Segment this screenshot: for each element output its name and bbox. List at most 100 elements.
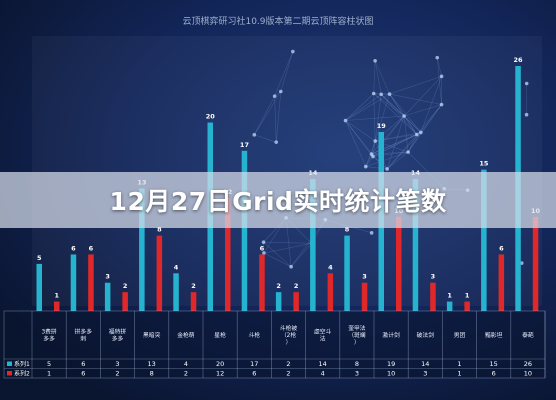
network-link [403, 115, 409, 153]
network-link [380, 94, 418, 135]
data-label-series2: 6 [260, 244, 265, 252]
network-node [262, 251, 266, 255]
network-link [416, 104, 442, 135]
network-link [374, 93, 390, 142]
table-cell-series1: 26 [524, 360, 532, 368]
network-link [403, 76, 442, 117]
network-node [343, 118, 348, 123]
network-link [389, 93, 405, 117]
category-label: 拼多多刺 [75, 327, 93, 342]
category-label: 3费拼多多 [41, 327, 56, 342]
network-link [436, 57, 442, 77]
network-node [379, 92, 384, 97]
bar-series1 [70, 254, 77, 311]
network-link [365, 153, 372, 167]
category-label: 金枪萌 [177, 331, 195, 339]
bar-series1 [310, 179, 316, 311]
network-link [372, 115, 405, 157]
bar-series1 [36, 263, 42, 311]
network-node [289, 264, 293, 269]
data-label-series2: 6 [89, 244, 94, 252]
network-link [389, 76, 442, 95]
network-link [290, 243, 312, 267]
network-node [439, 102, 444, 107]
table-cell-series1: 15 [490, 360, 498, 368]
category-label: 虚空斗法 [314, 327, 332, 342]
network-link [371, 140, 376, 155]
data-label-series1: 19 [377, 122, 387, 130]
network-link [372, 140, 376, 157]
bar-series2 [430, 282, 436, 311]
network-link [436, 57, 442, 105]
bar-series2 [464, 301, 470, 311]
table-cell-series1: 1 [457, 360, 461, 368]
network-node [385, 167, 389, 171]
network-decoration [252, 49, 529, 269]
network-node [524, 81, 529, 86]
network-link [345, 115, 405, 121]
data-label-series1: 2 [276, 282, 281, 290]
data-label-series1: 20 [206, 113, 216, 121]
network-node [369, 152, 374, 156]
network-link [373, 93, 405, 117]
legend-swatch [7, 371, 12, 376]
category-label: 黯影坦 [485, 331, 503, 339]
network-link [381, 94, 422, 133]
table-cell-series2: 6 [81, 370, 85, 378]
network-node [274, 140, 279, 144]
bar-series2 [293, 292, 299, 311]
table-cell-series2: 3 [355, 370, 359, 378]
network-link [407, 104, 442, 153]
network-link [345, 120, 376, 142]
network-link [254, 91, 282, 135]
data-label-series2: 2 [294, 282, 299, 290]
category-label: 奎甲法（斑斓） [348, 324, 366, 346]
network-node [369, 231, 374, 235]
bar-series1 [275, 292, 282, 311]
data-label-series2: 8 [157, 226, 162, 234]
network-link [403, 115, 422, 133]
table-cell-series2: 4 [321, 370, 325, 378]
network-link [345, 93, 390, 121]
bar-series2 [88, 254, 94, 311]
bar-series1 [412, 179, 419, 311]
bar-series2 [54, 301, 60, 311]
data-label-series1: 17 [240, 141, 249, 149]
category-label: 斗枪被（2枪） [280, 324, 298, 346]
table-cell-series2: 10 [387, 370, 395, 378]
table-cell-series1: 6 [81, 360, 85, 368]
network-link [263, 241, 292, 267]
network-link [280, 51, 294, 92]
table-cell-series1: 19 [387, 360, 395, 368]
table-cell-series1: 5 [47, 360, 51, 368]
bar-series2 [259, 254, 265, 311]
network-node [406, 150, 410, 154]
network-node [524, 112, 529, 117]
network-node [279, 89, 283, 94]
data-table: 3费拼多多51拼多多刺66福特拼多多32黑暗突138金枪萌42星枪2012斗枪1… [3, 310, 546, 379]
network-link [407, 134, 418, 153]
data-label-series1: 3 [105, 273, 110, 281]
network-link [389, 93, 422, 133]
bar-series2 [156, 235, 163, 311]
table-frame [3, 310, 546, 379]
network-link [404, 104, 442, 117]
headline-text: 12月27日Grid实时统计笔数 [109, 187, 447, 216]
category-label: 激计剑 [382, 331, 400, 339]
table-cell-series2: 12 [216, 370, 224, 378]
data-label-series1: 5 [37, 254, 42, 262]
bar-series1 [139, 188, 145, 311]
network-link [373, 93, 418, 135]
network-link [365, 156, 374, 167]
data-label-series2: 6 [499, 244, 504, 252]
network-link [373, 93, 376, 142]
network-node [373, 58, 377, 63]
network-link [263, 252, 292, 267]
plot-area [32, 36, 542, 306]
bar-series2 [225, 197, 231, 311]
network-link [386, 151, 409, 170]
network-link [403, 115, 418, 135]
bar-series2 [122, 292, 128, 311]
network-link [263, 243, 312, 254]
category-label: 福特拼多多 [109, 327, 127, 342]
